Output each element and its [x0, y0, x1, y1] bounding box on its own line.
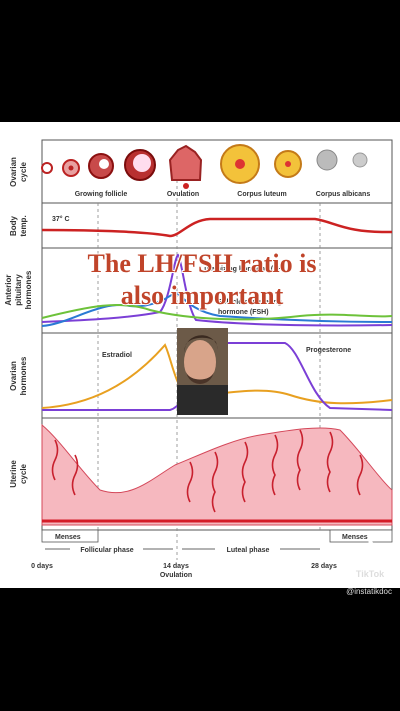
caption: The LH/FSH ratio is — [88, 249, 317, 278]
row-label: Ovarian — [9, 157, 18, 187]
row-label: Uterine — [9, 460, 18, 488]
row-label: Body — [9, 215, 18, 236]
endometrium — [41, 423, 393, 526]
progesterone-label: Progesterone — [306, 347, 351, 354]
fsh-label: hormone (FSH) — [218, 309, 269, 316]
day-sublabel: Ovulation — [160, 572, 192, 579]
fsh-curve — [41, 290, 393, 327]
day-label: 14 days — [163, 563, 189, 570]
menses-bar — [41, 529, 99, 543]
lh-curve — [41, 253, 393, 327]
menses-label: Menses — [342, 534, 368, 541]
stage-label: Corpus luteum — [237, 191, 286, 198]
temp-label: 37° C — [52, 215, 70, 223]
row-label: temp. — [19, 215, 28, 236]
temperature-curve — [41, 217, 393, 238]
lh-label: Luteinizing hormone (LH) — [200, 266, 285, 273]
stage-label: Growing follicle — [75, 191, 128, 198]
day-label: 0 days — [31, 563, 53, 570]
phase-label: Luteal phase — [227, 547, 270, 554]
handle: @instatikdoc — [346, 587, 392, 596]
row-label: Ovarian — [9, 361, 18, 391]
caption: also important — [121, 281, 284, 310]
row-label: cycle — [19, 463, 28, 484]
green-curve — [41, 303, 393, 321]
stage-label: Ovulation — [167, 191, 199, 198]
follicle-icons — [41, 144, 368, 189]
tiktok-logo — [358, 539, 379, 565]
row-label: hormones — [19, 356, 28, 395]
brand: TikTok — [356, 569, 385, 579]
row-label: pituitary — [14, 274, 23, 306]
row-label: Anterior — [4, 274, 13, 305]
fsh-label: Follicle-stimulating — [218, 299, 282, 306]
menses-label: Menses — [55, 534, 81, 541]
row-label: cycle — [19, 161, 28, 182]
row-label: hormones — [24, 270, 33, 309]
day-label: 28 days — [311, 563, 337, 570]
face-inset — [177, 328, 228, 415]
estradiol-label: Estradiol — [102, 352, 132, 359]
phase-label: Follicular phase — [80, 547, 133, 554]
row-labels: Ovarian cycle Body temp. Anterior pituit… — [4, 157, 33, 488]
menses-bar — [329, 529, 393, 543]
stage-label: Corpus albicans — [316, 191, 371, 198]
